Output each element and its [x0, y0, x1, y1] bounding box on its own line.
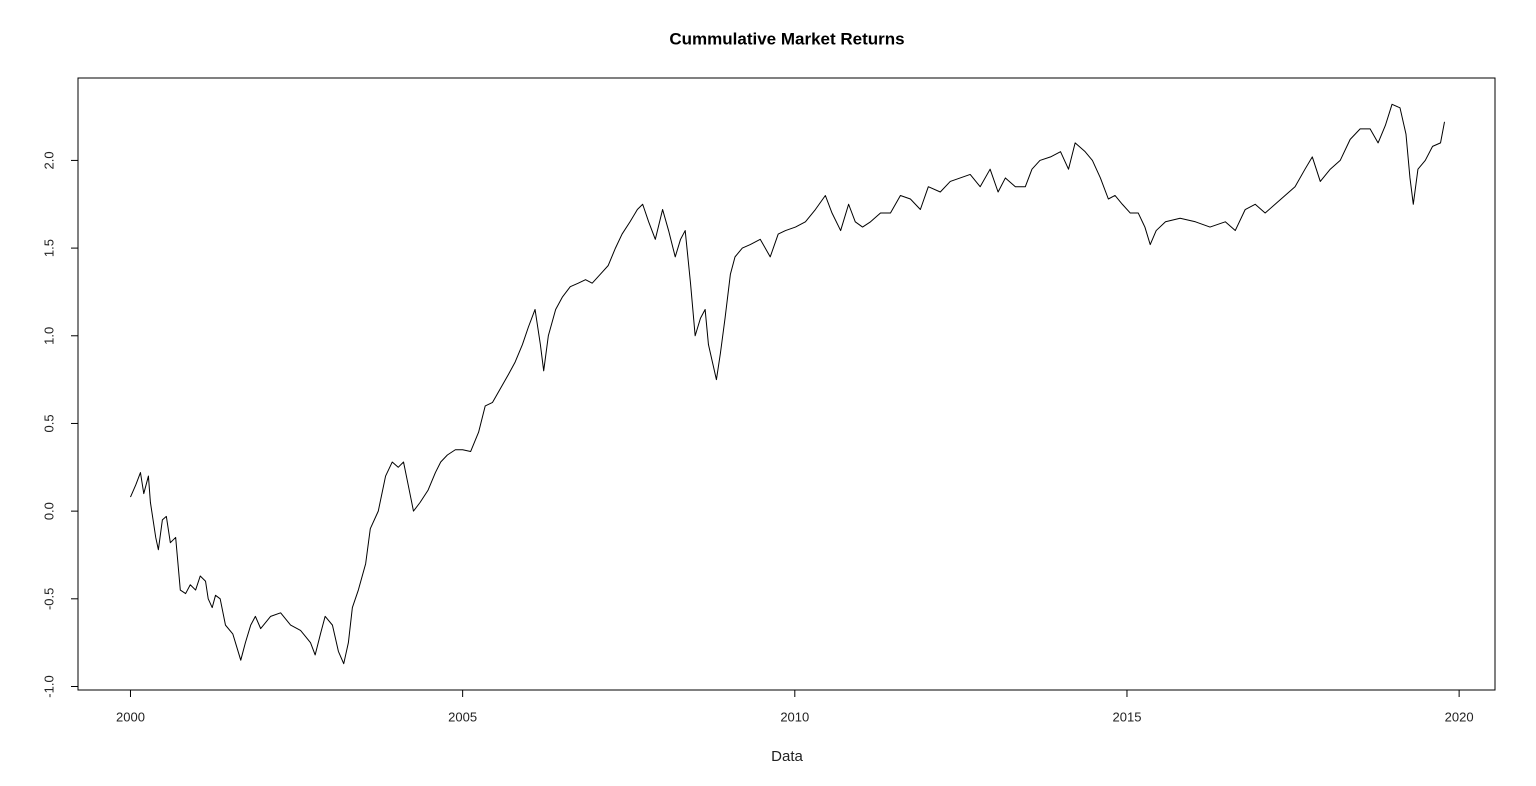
x-tick-label: 2015	[1113, 709, 1142, 724]
x-tick-label: 2010	[780, 709, 809, 724]
x-tick-label: 2000	[116, 709, 145, 724]
y-tick-label: 1.0	[41, 327, 56, 345]
series-line	[130, 103, 1446, 665]
y-tick-label: 1.5	[41, 239, 56, 257]
chart-title: Cummulative Market Returns	[669, 29, 904, 48]
y-tick-label: -0.5	[41, 588, 56, 610]
y-tick-label: -1.0	[41, 675, 56, 697]
x-axis-label: Data	[771, 748, 803, 765]
x-tick-label: 2005	[448, 709, 477, 724]
y-tick-label: 2.0	[41, 151, 56, 169]
y-tick-label: 0.5	[41, 414, 56, 432]
y-tick-label: 0.0	[41, 502, 56, 520]
x-tick-label: 2020	[1445, 709, 1474, 724]
